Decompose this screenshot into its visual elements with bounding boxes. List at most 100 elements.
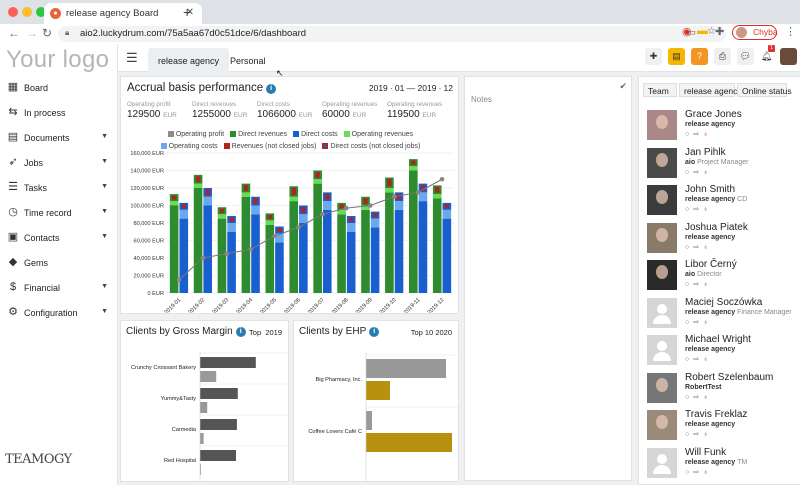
info-icon[interactable]: i xyxy=(235,327,246,337)
help-button[interactable]: ? xyxy=(691,48,708,65)
close-tab-icon[interactable]: ✕ xyxy=(185,7,194,18)
bar-direct-revenues[interactable] xyxy=(241,196,251,293)
bar-direct-costs[interactable] xyxy=(418,201,428,293)
info-icon[interactable]: i xyxy=(369,327,380,337)
notes-button[interactable]: ▤ xyxy=(668,48,685,65)
print-button[interactable]: ⎙ xyxy=(714,48,731,65)
bar-operating-costs[interactable] xyxy=(251,205,260,215)
legend-item[interactable]: Direct costs (not closed jobs) xyxy=(322,143,420,150)
sidebar-item-in-process[interactable]: ⇆ In process xyxy=(0,101,118,126)
operating-profit-point[interactable] xyxy=(367,203,373,208)
legend-item[interactable]: Direct revenues xyxy=(230,131,287,138)
bar-direct-revenues[interactable] xyxy=(385,192,394,293)
extension-shield-icon[interactable]: ◉ xyxy=(682,26,692,38)
operating-profit-point[interactable] xyxy=(296,225,301,230)
bar-secondary[interactable] xyxy=(200,402,208,413)
bar-direct-revenues[interactable] xyxy=(193,188,203,293)
bar-operating-revenues[interactable] xyxy=(385,188,394,193)
bar-direct-costs[interactable] xyxy=(322,209,332,293)
add-button[interactable]: ✚ xyxy=(645,48,662,65)
sidebar-item-configuration[interactable]: ⚙ Configuration ▼ xyxy=(0,301,118,326)
bar-secondary[interactable] xyxy=(200,371,217,382)
check-icon[interactable]: ✔ xyxy=(619,81,627,91)
bar-direct-revenues[interactable] xyxy=(432,198,442,294)
bar-operating-costs[interactable] xyxy=(203,196,212,206)
profile-button[interactable]: Chyba xyxy=(732,25,778,40)
minimize-window-button[interactable] xyxy=(22,7,32,17)
new-tab-button[interactable]: + xyxy=(183,4,192,20)
bar-operating-revenues[interactable] xyxy=(217,214,227,219)
team-member[interactable]: Michael Wright release agency ○⇨♁ xyxy=(639,333,800,369)
sidebar-item-documents[interactable]: ▤ Documents ▼ xyxy=(0,126,118,151)
bar-primary[interactable] xyxy=(200,450,236,461)
bar-primary[interactable] xyxy=(200,357,256,368)
bar-direct-revenues[interactable] xyxy=(265,224,275,293)
bar-primary[interactable] xyxy=(200,419,237,430)
operating-profit-point[interactable] xyxy=(391,194,397,200)
legend-item[interactable]: Direct costs xyxy=(293,131,338,138)
team-member[interactable]: Maciej Soczówka release agency Finance Ma… xyxy=(639,296,800,332)
tab-personal[interactable]: Personal xyxy=(230,56,266,66)
team-member[interactable]: Travis Freklaz release agency ○⇨♁ xyxy=(639,408,800,444)
browser-tab[interactable]: ● release agency Board ✕ xyxy=(44,3,202,24)
info-icon[interactable]: i xyxy=(266,84,277,94)
gross-margin-filter[interactable]: Top 2019 xyxy=(249,328,282,337)
bar-operating-revenues[interactable] xyxy=(169,201,179,206)
sidebar-item-jobs[interactable]: ➶ Jobs ▼ xyxy=(0,151,118,176)
bar-operating-revenues[interactable] xyxy=(337,209,346,215)
bar-operating-revenues[interactable] xyxy=(241,192,251,197)
breadcrumb-item[interactable]: Team xyxy=(643,83,677,97)
breadcrumb-item[interactable]: Online status xyxy=(737,83,792,97)
bar-operating-costs[interactable] xyxy=(370,218,380,228)
notifications-button[interactable]: 🔔︎ 1 xyxy=(758,45,775,65)
bar-operating-revenues[interactable] xyxy=(432,194,442,199)
bar-direct-revenues[interactable] xyxy=(313,183,322,293)
extension-note-icon[interactable]: ▬ xyxy=(697,25,708,37)
team-member[interactable]: Jan Pihlk aio Project Manager ○⇨♁ xyxy=(639,146,800,182)
legend-item[interactable]: Revenues (not closed jobs) xyxy=(223,143,316,150)
legend-item[interactable]: Operating costs xyxy=(160,143,218,150)
bar-direct-costs[interactable] xyxy=(179,218,189,293)
close-window-button[interactable] xyxy=(8,7,18,17)
sidebar-item-board[interactable]: ▦ Board xyxy=(0,76,118,101)
bar-direct-costs[interactable] xyxy=(227,231,236,293)
operating-profit-point[interactable] xyxy=(224,251,230,256)
bar-direct-revenues[interactable] xyxy=(337,214,346,293)
bar-operating-costs[interactable] xyxy=(442,209,452,219)
hamburger-menu-icon[interactable]: ☰ xyxy=(126,50,138,65)
accrual-period[interactable]: 2019 ∙ 01 — 2019 ∙ 12 xyxy=(368,83,453,93)
operating-profit-point[interactable] xyxy=(176,277,182,283)
sidebar-item-gems[interactable]: ◆ Gems xyxy=(0,251,118,276)
bar-primary[interactable] xyxy=(366,411,372,430)
bar-operating-costs[interactable] xyxy=(299,214,308,223)
operating-profit-point[interactable] xyxy=(439,176,445,182)
bar-secondary[interactable] xyxy=(200,464,201,475)
bar-secondary[interactable] xyxy=(366,381,390,400)
bar-direct-costs[interactable] xyxy=(251,214,260,293)
bar-primary[interactable] xyxy=(366,359,446,378)
forward-icon[interactable]: → xyxy=(26,26,38,40)
ehp-filter[interactable]: Top 10 2020 xyxy=(410,328,452,337)
bar-direct-costs[interactable] xyxy=(370,227,380,293)
bar-operating-costs[interactable] xyxy=(418,192,428,202)
bar-secondary[interactable] xyxy=(200,433,204,444)
tab-release-agency[interactable]: release agency xyxy=(148,48,230,72)
bar-operating-costs[interactable] xyxy=(179,209,189,219)
sidebar-item-time-record[interactable]: ◷ Time record ▼ xyxy=(0,201,118,226)
bar-operating-revenues[interactable] xyxy=(265,220,275,225)
bar-direct-costs[interactable] xyxy=(203,205,212,294)
bar-direct-revenues[interactable] xyxy=(409,170,418,294)
bar-direct-costs[interactable] xyxy=(299,223,308,293)
sidebar-item-financial[interactable]: $ Financial ▼ xyxy=(0,276,118,301)
bar-operating-revenues[interactable] xyxy=(361,205,370,210)
extensions-puzzle-icon[interactable]: ✚ xyxy=(715,26,725,38)
chat-button[interactable]: 💬︎ xyxy=(737,48,754,65)
team-member[interactable]: Robert Szelenbaum RobertTest ○⇨♁ xyxy=(639,371,800,407)
bar-operating-revenues[interactable] xyxy=(409,166,418,171)
team-member[interactable]: Grace Jones release agency ○⇨♁ xyxy=(639,108,800,144)
breadcrumb-item[interactable]: release agency xyxy=(679,83,742,97)
bar-operating-costs[interactable] xyxy=(275,233,284,243)
bar-direct-costs[interactable] xyxy=(346,231,356,293)
bookmark-star-icon[interactable]: ☆ xyxy=(707,26,716,37)
browser-menu-icon[interactable]: ⋮ xyxy=(785,26,796,38)
